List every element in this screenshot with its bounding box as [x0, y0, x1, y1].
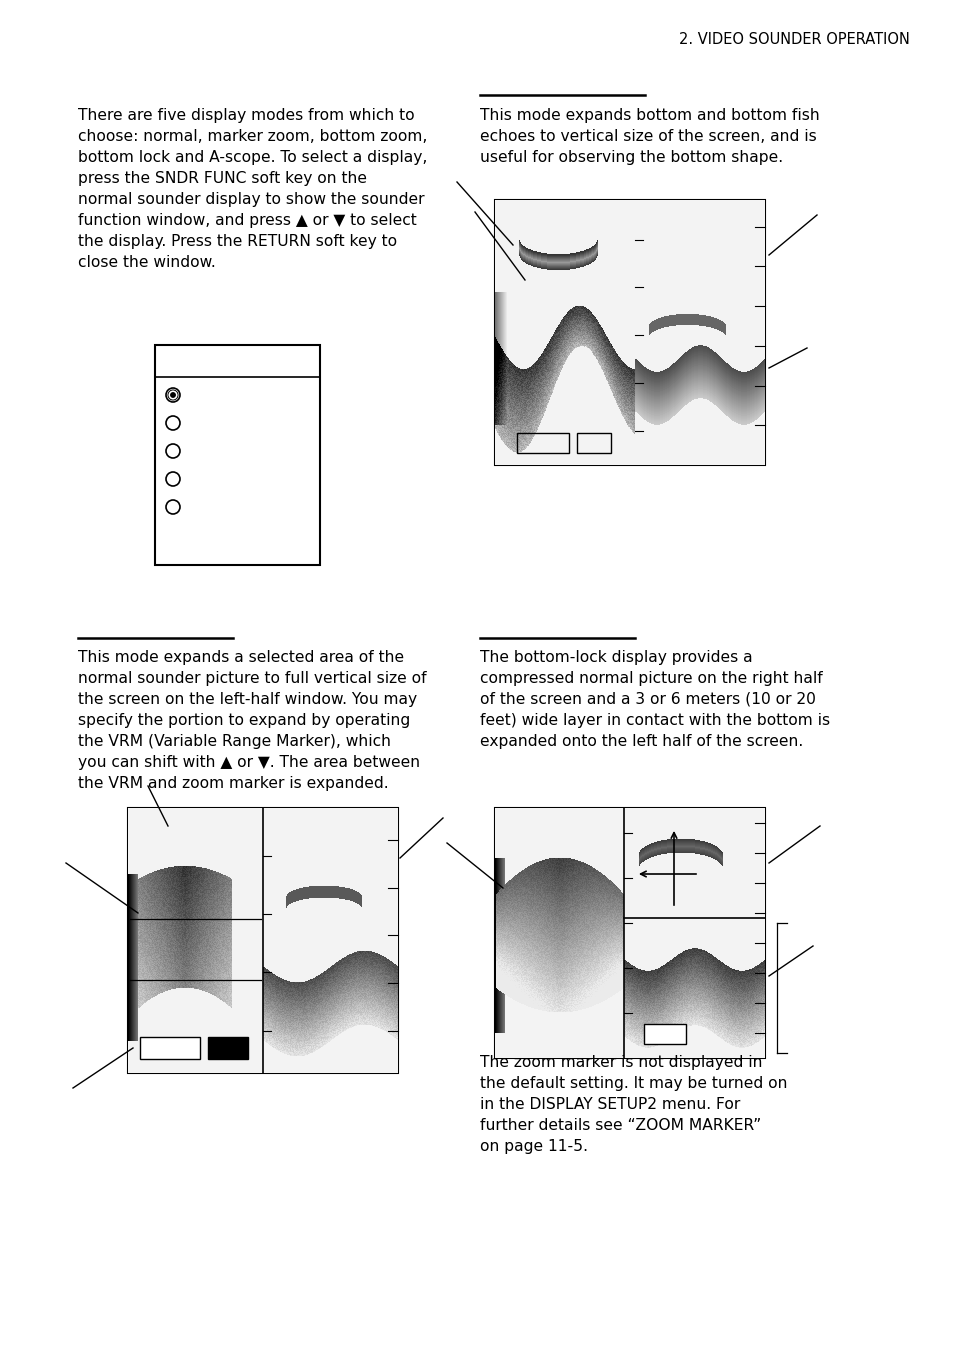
Bar [154, 345, 319, 565]
Text: The bottom-lock display provides a
compressed normal picture on the right half
o: The bottom-lock display provides a compr… [479, 650, 829, 748]
Bar [128, 808, 397, 1073]
Text: The zoom marker is not displayed in
the default setting. It may be turned on
in : The zoom marker is not displayed in the … [479, 1055, 786, 1154]
Bar [495, 808, 764, 1058]
Bar [208, 1038, 248, 1059]
Bar [577, 434, 610, 453]
Circle shape [170, 392, 175, 399]
Text: This mode expands a selected area of the
normal sounder picture to full vertical: This mode expands a selected area of the… [78, 650, 426, 790]
Text: There are five display modes from which to
choose: normal, marker zoom, bottom z: There are five display modes from which … [78, 108, 427, 270]
Bar [140, 1038, 200, 1059]
Bar [643, 1024, 685, 1044]
Bar [495, 200, 764, 465]
Bar [517, 434, 568, 453]
Text: 2. VIDEO SOUNDER OPERATION: 2. VIDEO SOUNDER OPERATION [679, 32, 909, 47]
Text: This mode expands bottom and bottom fish
echoes to vertical size of the screen, : This mode expands bottom and bottom fish… [479, 108, 819, 165]
